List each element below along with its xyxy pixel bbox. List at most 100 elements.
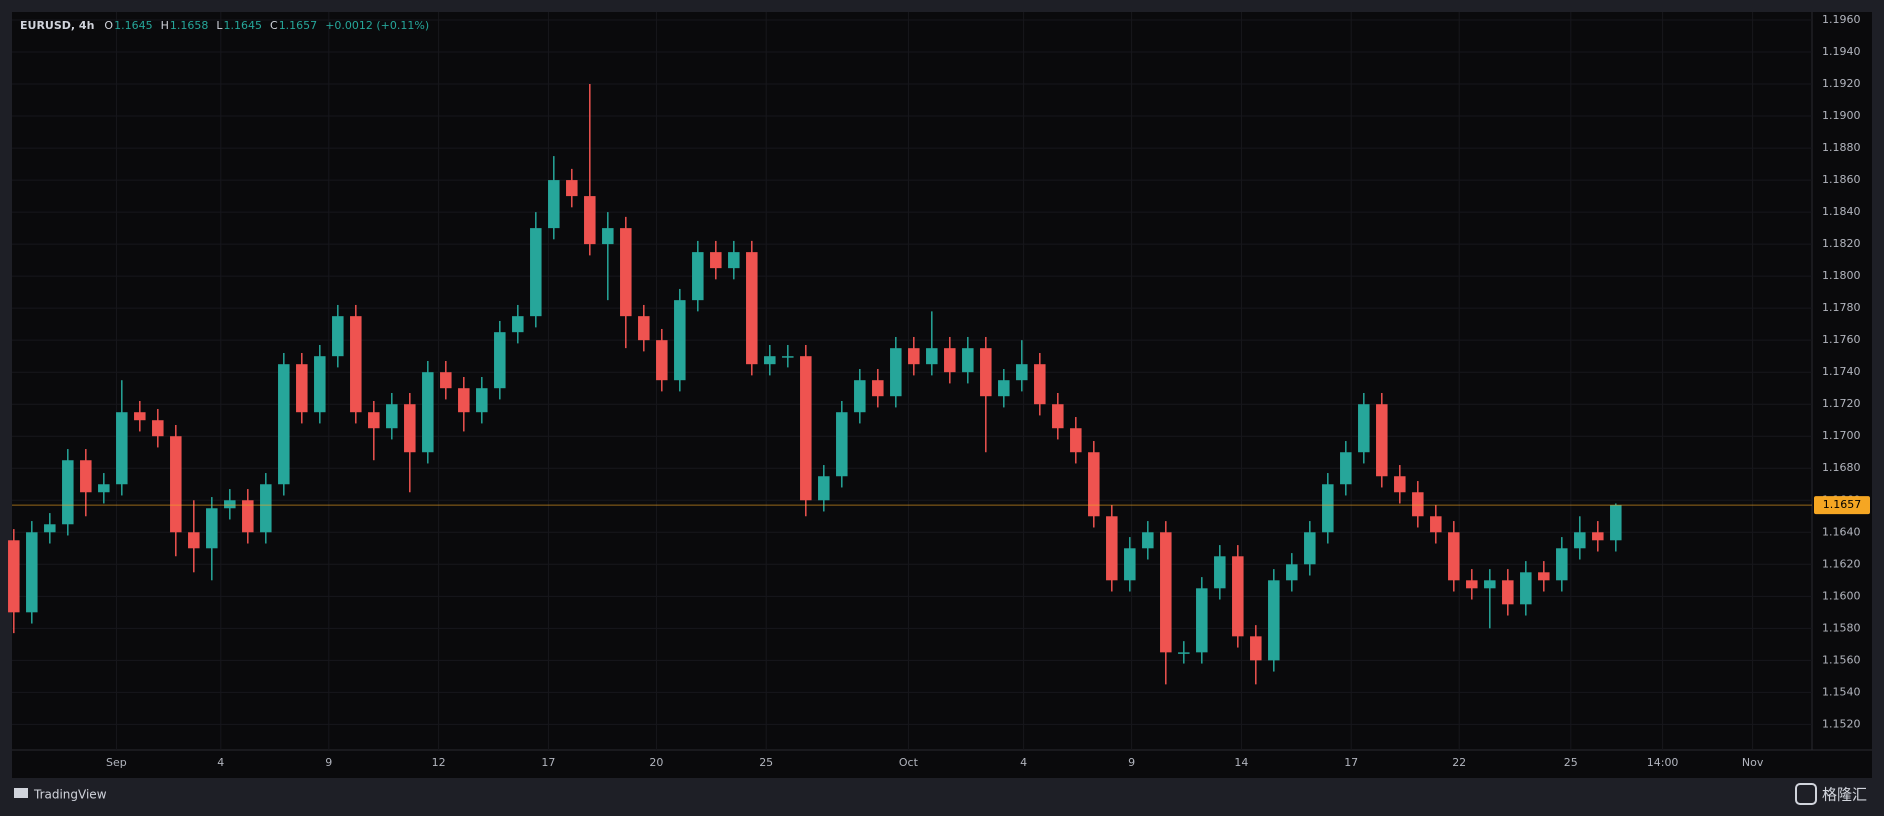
y-tick-label: 1.1520 [1822,717,1861,730]
candle-body [1160,532,1172,653]
candle-body [1376,404,1388,477]
candle-body [1358,404,1370,453]
y-tick-label: 1.1540 [1822,685,1861,698]
candle-body [26,532,38,613]
y-tick-label: 1.1600 [1822,589,1861,602]
candle-body [908,348,920,365]
candle-body [1412,492,1424,517]
candle-body [1052,404,1064,429]
y-tick-label: 1.1580 [1822,621,1861,634]
candle-body [1574,532,1586,549]
y-tick-label: 1.1680 [1822,461,1861,474]
candle-body [458,388,470,413]
x-tick-label: 4 [1020,756,1027,769]
candle-body [1466,580,1478,589]
ohlc-value: 1.1645 [114,19,153,32]
y-tick-label: 1.1880 [1822,141,1861,154]
candle-body [1502,580,1514,605]
candle-body [872,380,884,397]
x-tick-label: 17 [541,756,555,769]
y-tick-label: 1.1960 [1822,13,1861,26]
candle-body [1484,580,1496,589]
ohlc-label: H [161,19,169,32]
x-tick-label: 20 [649,756,663,769]
time-axis [12,750,1872,778]
y-tick-label: 1.1620 [1822,557,1861,570]
candle-body [242,500,254,533]
logo-icon [14,788,28,798]
candle-body [386,404,398,429]
y-tick-label: 1.1700 [1822,429,1861,442]
candle-body [224,500,236,509]
candle-body [1538,572,1550,581]
candle-body [1232,556,1244,637]
x-tick-label: Nov [1742,756,1764,769]
candle-body [710,252,722,269]
candle-body [314,356,326,413]
branding: TradingView 格隆汇 [14,783,1867,805]
labels: 1.1520 1.1540 1.1560 1.1580 1.1600 1.1620 1.16… [106,13,1870,769]
ohlc-value: 1.1658 [170,19,209,32]
y-tick-label: 1.1740 [1822,365,1861,378]
candle-body [170,436,182,533]
candle-body [1304,532,1316,565]
candle-body [602,228,614,245]
x-tick-label: 12 [432,756,446,769]
candle-body [548,180,560,229]
candle-body [494,332,506,389]
candle-body [1448,532,1460,581]
candle-body [1592,532,1604,541]
y-tick-label: 1.1780 [1822,301,1861,314]
candle-body [1286,564,1298,581]
y-tick-label: 1.1720 [1822,397,1861,410]
y-tick-label: 1.1900 [1822,109,1861,122]
candle-body [620,228,632,317]
candle-body [1556,548,1568,581]
candle-body [584,196,596,245]
candle-body [566,180,578,197]
x-tick-label: 22 [1452,756,1466,769]
watermark-text: 格隆汇 [1822,786,1867,804]
candle-body [1070,428,1082,453]
candle-body [1340,452,1352,485]
y-tick-label: 1.1940 [1822,45,1861,58]
candle-body [1196,588,1208,653]
y-tick-label: 1.1920 [1822,77,1861,90]
candle-body [1142,532,1154,549]
ohlc-label: O [104,19,113,32]
candle-body [296,364,308,413]
candle-body [206,508,218,549]
ohlc-value: 1.1657 [279,19,318,32]
candle-body [1250,636,1262,661]
candle-body [818,476,830,501]
candle-body [116,412,128,485]
x-tick-label: 25 [759,756,773,769]
watermark-icon [1795,783,1817,805]
candle-body [944,348,956,373]
x-tick-label: 9 [325,756,332,769]
y-tick-label: 1.1840 [1822,205,1861,218]
candle-body [134,412,146,421]
candle-body [1178,652,1190,654]
x-tick-label: 9 [1128,756,1135,769]
change-value: +0.0012 (+0.11%) [325,19,429,32]
candle-body [656,340,668,381]
candle-body [512,316,524,333]
ohlc-label: C [270,19,278,32]
candle-body [746,252,758,365]
candle-body [962,348,974,373]
candle-body [1394,476,1406,493]
candle-body [926,348,938,365]
candle-body [1520,572,1532,605]
candle-body [368,412,380,429]
candle-body [1610,505,1622,541]
candle-body [98,484,110,493]
candle-body [530,228,542,317]
y-tick-label: 1.1640 [1822,525,1861,538]
ohlc-label: L [216,19,223,32]
last-price-box [1814,496,1870,515]
x-tick-label: 25 [1564,756,1578,769]
candle-body [836,412,848,477]
grid [12,12,1812,750]
branding-text: TradingView [33,788,107,802]
